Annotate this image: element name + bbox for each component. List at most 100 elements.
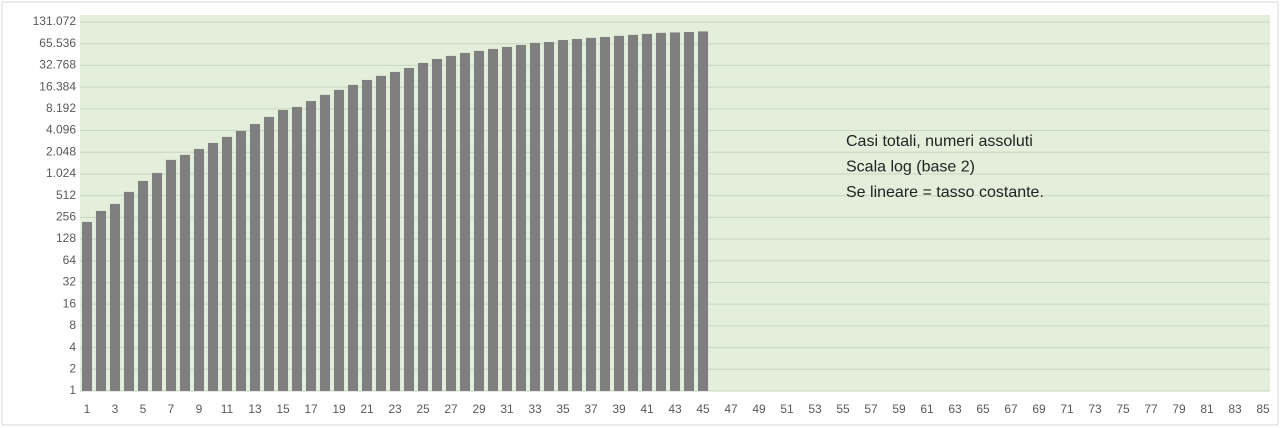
x-tick-label: 41 — [640, 402, 654, 416]
x-tick-label: 55 — [836, 402, 850, 416]
x-tick-label: 57 — [864, 402, 878, 416]
y-tick-label: 2.048 — [46, 144, 76, 158]
y-tick-label: 256 — [56, 210, 76, 224]
x-tick-label: 85 — [1256, 402, 1270, 416]
x-tick-label: 75 — [1116, 402, 1130, 416]
bar — [627, 34, 639, 392]
y-tick-label: 8 — [69, 318, 76, 332]
x-tick-label: 37 — [584, 402, 598, 416]
x-tick-label: 25 — [416, 402, 430, 416]
y-tick-label: 4.096 — [46, 123, 76, 137]
y-tick-label: 1.024 — [46, 166, 76, 180]
bar — [683, 31, 695, 391]
bar — [655, 32, 667, 391]
x-tick-label: 49 — [752, 402, 766, 416]
bar — [669, 32, 681, 391]
x-tick-label: 27 — [444, 402, 458, 416]
x-tick-label: 43 — [668, 402, 682, 416]
bar — [165, 159, 177, 391]
bar — [389, 71, 401, 391]
bar — [193, 148, 205, 391]
x-tick-label: 3 — [112, 402, 119, 416]
bar — [221, 136, 233, 391]
bar — [375, 75, 387, 392]
bar — [123, 191, 135, 391]
y-tick-label: 4 — [69, 340, 76, 354]
x-tick-label: 77 — [1144, 402, 1158, 416]
bar — [291, 106, 303, 392]
bar — [263, 116, 275, 391]
x-tick-label: 47 — [724, 402, 738, 416]
x-tick-label: 15 — [276, 402, 290, 416]
bar — [613, 35, 625, 392]
x-tick-label: 61 — [920, 402, 934, 416]
y-tick-label: 32 — [63, 275, 77, 289]
annotation: Scala log (base 2) — [846, 159, 975, 176]
bar — [529, 42, 541, 391]
x-tick-label: 69 — [1032, 402, 1046, 416]
bar — [207, 142, 219, 391]
y-tick-label: 64 — [63, 253, 77, 267]
y-tick-label: 65.536 — [39, 36, 76, 50]
x-tick-label: 39 — [612, 402, 626, 416]
x-tick-label: 21 — [360, 402, 374, 416]
x-tick-label: 83 — [1228, 402, 1242, 416]
bar — [459, 52, 471, 391]
annotation: Se lineare = tasso costante. — [846, 184, 1044, 201]
bar — [473, 50, 485, 391]
x-tick-label: 23 — [388, 402, 402, 416]
y-tick-label: 1 — [69, 383, 76, 397]
x-tick-label: 9 — [196, 402, 203, 416]
bar — [515, 44, 527, 392]
bar — [151, 172, 163, 391]
bar — [109, 203, 121, 391]
x-tick-label: 11 — [221, 402, 234, 416]
bar — [571, 38, 583, 391]
bar — [319, 94, 331, 392]
bar — [249, 123, 261, 391]
y-tick-label: 512 — [56, 188, 76, 202]
x-tick-label: 35 — [556, 402, 570, 416]
bar — [179, 154, 191, 391]
annotation: Casi totali, numeri assoluti — [846, 133, 1033, 150]
x-tick-label: 59 — [892, 402, 906, 416]
x-tick-label: 31 — [500, 402, 514, 416]
x-tick-label: 5 — [140, 402, 147, 416]
bar — [641, 33, 653, 391]
bar — [697, 31, 709, 391]
bar — [501, 46, 513, 391]
bar — [277, 109, 289, 391]
y-tick-label: 16.384 — [39, 79, 76, 93]
bar — [431, 58, 443, 391]
y-tick-label: 131.072 — [33, 14, 77, 28]
bar — [599, 36, 611, 391]
bar — [137, 180, 149, 391]
x-tick-label: 29 — [472, 402, 486, 416]
bar — [95, 210, 107, 391]
bar — [417, 62, 429, 391]
x-tick-label: 51 — [780, 402, 794, 416]
bar — [81, 221, 93, 391]
y-tick-label: 128 — [56, 231, 76, 245]
x-tick-label: 65 — [976, 402, 990, 416]
x-tick-label: 19 — [332, 402, 346, 416]
x-tick-label: 33 — [528, 402, 542, 416]
bar — [543, 41, 555, 391]
bar — [445, 55, 457, 391]
bar — [585, 37, 597, 391]
bar — [235, 130, 247, 391]
y-tick-label: 32.768 — [39, 58, 76, 72]
y-tick-label: 16 — [63, 296, 77, 310]
x-tick-label: 79 — [1172, 402, 1186, 416]
x-tick-label: 13 — [248, 402, 262, 416]
x-tick-label: 1 — [84, 402, 91, 416]
x-tick-label: 45 — [696, 402, 710, 416]
x-tick-label: 81 — [1200, 402, 1214, 416]
x-tick-label: 17 — [304, 402, 318, 416]
x-tick-label: 73 — [1088, 402, 1102, 416]
bar — [487, 48, 499, 391]
bar — [361, 79, 373, 391]
x-tick-label: 53 — [808, 402, 822, 416]
bar — [403, 67, 415, 391]
